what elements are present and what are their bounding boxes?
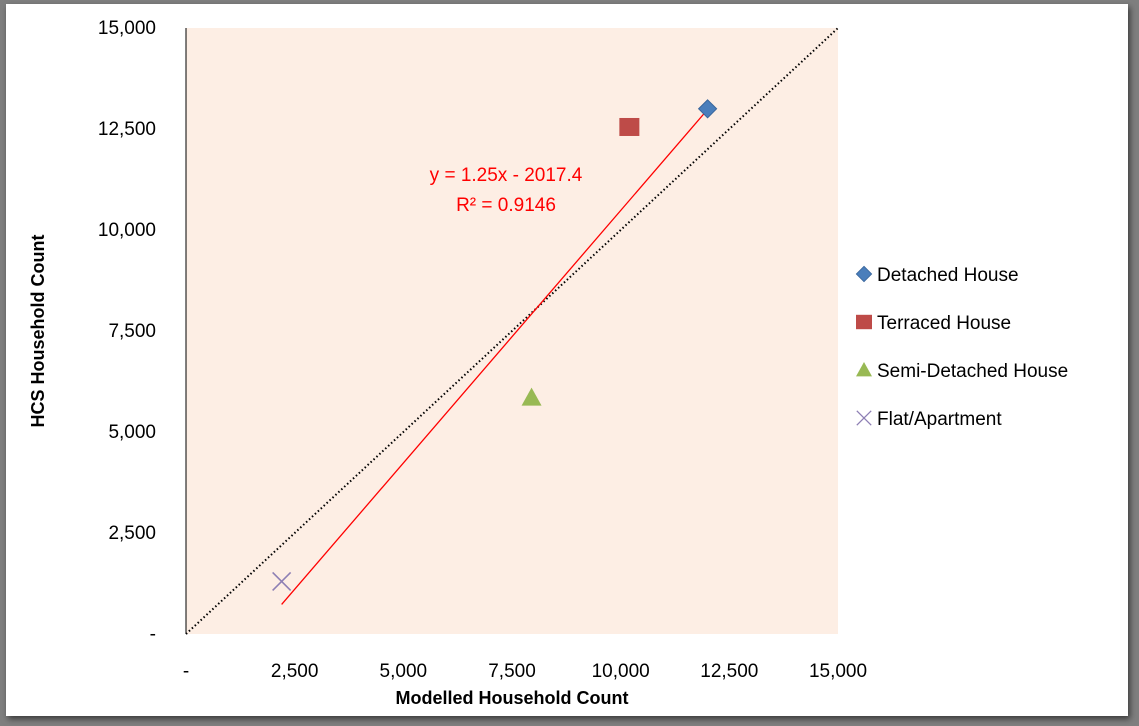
x-tick-labels: - 2,500 5,000 7,500 10,000 12,500 15,000 xyxy=(183,661,867,682)
x-axis-title: Modelled Household Count xyxy=(396,688,629,708)
y-tick-label: 15,000 xyxy=(98,18,156,39)
x-tick-label: 10,000 xyxy=(592,661,650,682)
trendline xyxy=(281,109,709,605)
legend-marker-triangle xyxy=(856,362,872,377)
data-point-square xyxy=(619,117,640,136)
x-tick-label: 15,000 xyxy=(809,661,867,682)
chart-frame: - 2,500 5,000 7,500 10,000 12,500 15,000 - 2,50… xyxy=(6,4,1128,716)
x-marker-stroke xyxy=(856,410,872,426)
legend-label: Flat/Apartment xyxy=(877,409,1002,430)
x-tick-label: 7,500 xyxy=(488,661,536,682)
legend-label: Terraced House xyxy=(877,313,1011,334)
y-tick-labels: - 2,500 5,000 7,500 10,000 12,500 15,000 xyxy=(98,18,156,645)
x-tick-label: 5,000 xyxy=(380,661,428,682)
trendline-r2-label: R² = 0.9146 xyxy=(456,195,556,216)
data-point-triangle xyxy=(521,387,542,406)
y-tick-label: - xyxy=(150,624,156,645)
reference-dotted-line xyxy=(185,27,839,635)
reference-line xyxy=(185,27,839,635)
legend-marker-diamond xyxy=(855,265,873,283)
trendline-segment xyxy=(281,109,709,605)
y-tick-label: 2,500 xyxy=(108,523,156,544)
y-tick-label: 10,000 xyxy=(98,220,156,241)
legend-marker-x xyxy=(856,410,872,426)
legend-label: Detached House xyxy=(877,265,1019,286)
x-marker-stroke xyxy=(272,571,292,592)
x-tick-label: 2,500 xyxy=(271,661,319,682)
data-point-diamond xyxy=(697,99,718,119)
data-point-x xyxy=(272,571,292,592)
scatter-chart: - 2,500 5,000 7,500 10,000 12,500 15,000 - 2,50… xyxy=(28,18,1068,708)
x-tick-label: 12,500 xyxy=(700,661,758,682)
y-tick-label: 7,500 xyxy=(108,321,156,342)
y-axis-title: HCS Household Count xyxy=(28,235,48,428)
y-tick-label: 12,500 xyxy=(98,119,156,140)
legend: Detached House Terraced House Semi-Detache… xyxy=(855,265,1068,430)
legend-label: Semi-Detached House xyxy=(877,361,1068,382)
trendline-equation-label: y = 1.25x - 2017.4 xyxy=(430,165,583,186)
legend-marker-square xyxy=(856,314,872,330)
data-points xyxy=(272,99,718,592)
x-tick-label: - xyxy=(183,661,189,682)
y-tick-label: 5,000 xyxy=(108,422,156,443)
